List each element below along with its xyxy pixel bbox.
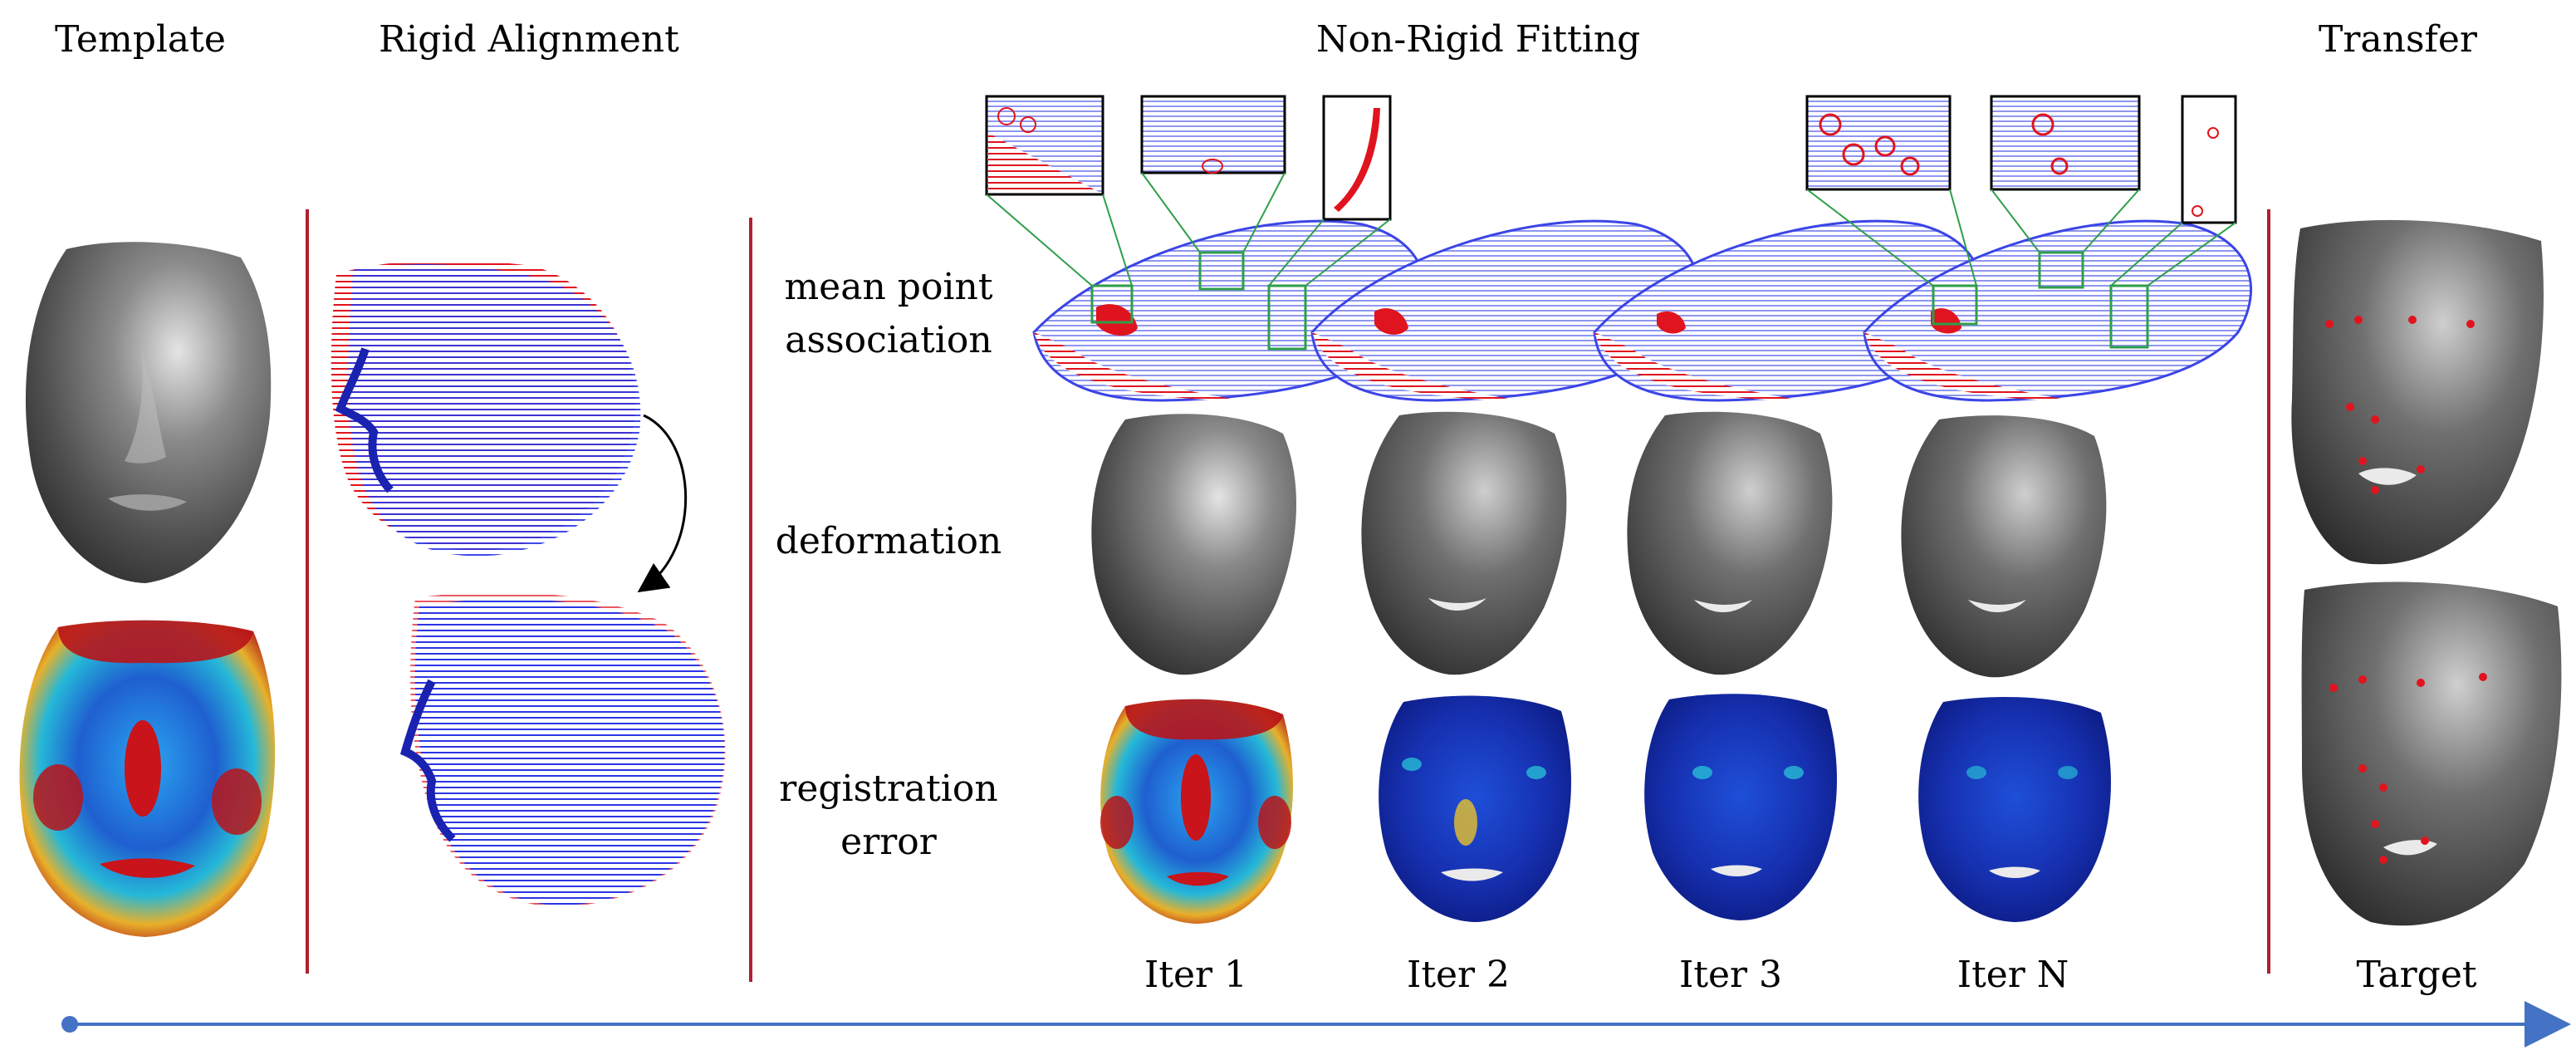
template-error-cheek-left — [33, 764, 83, 831]
row-label-association: mean point association — [764, 261, 1013, 367]
zoom-insets-iter-n — [1805, 95, 2237, 349]
rigid-aligned-pointcloud-blue — [414, 598, 725, 905]
template-error-mouth — [100, 858, 195, 878]
error-iter-n — [1918, 696, 2111, 922]
iter-label-n: Iter N — [1956, 954, 2069, 996]
transfer-landmarks-top — [2325, 316, 2475, 494]
row-label-error: registration error — [764, 763, 1013, 869]
template-error-forehead — [58, 620, 253, 664]
template-face-nose — [125, 349, 166, 464]
row-label-association-line2: association — [785, 319, 992, 361]
error-iter-1 — [1100, 699, 1293, 924]
row-label-error-line1: registration — [779, 768, 998, 810]
deformation-iter-2 — [1361, 411, 1567, 675]
zoom-insets-iter-1 — [985, 95, 1392, 351]
row-label-association-line1: mean point — [784, 266, 993, 308]
transfer-template-face — [2291, 219, 2544, 565]
header-non-rigid-fitting: Non-Rigid Fitting — [1316, 18, 1641, 61]
deformation-iter-3 — [1627, 411, 1833, 675]
rigid-alignment-arrow — [637, 414, 688, 593]
transfer-landmarks-bottom — [2329, 673, 2487, 864]
association-iter-n — [1863, 219, 2253, 402]
header-transfer: Transfer — [2319, 18, 2477, 61]
template-error-cheek-right — [212, 768, 262, 835]
template-face-lips — [108, 494, 187, 511]
row-label-error-line2: error — [840, 821, 937, 863]
rigid-top-face-profile — [335, 347, 394, 493]
rigid-target-pointcloud-blue — [348, 263, 641, 557]
iter-label-1: Iter 1 — [1144, 954, 1248, 996]
row-label-deformation: deformation — [775, 520, 1002, 562]
error-iter-2 — [1379, 695, 1571, 922]
rigid-bottom-face-profile — [399, 679, 456, 842]
iter-label-2: Iter 2 — [1406, 954, 1511, 996]
header-rigid-alignment: Rigid Alignment — [379, 18, 679, 61]
target-label: Target — [2356, 954, 2477, 996]
transfer-target-face — [2301, 581, 2562, 926]
header-template: Template — [55, 18, 226, 61]
deformation-iter-1 — [1091, 414, 1297, 675]
deformation-iter-n — [1901, 415, 2107, 678]
template-error-nose-hotspot — [125, 720, 161, 817]
iter-label-3: Iter 3 — [1678, 954, 1783, 996]
error-iter-3 — [1644, 694, 1837, 920]
